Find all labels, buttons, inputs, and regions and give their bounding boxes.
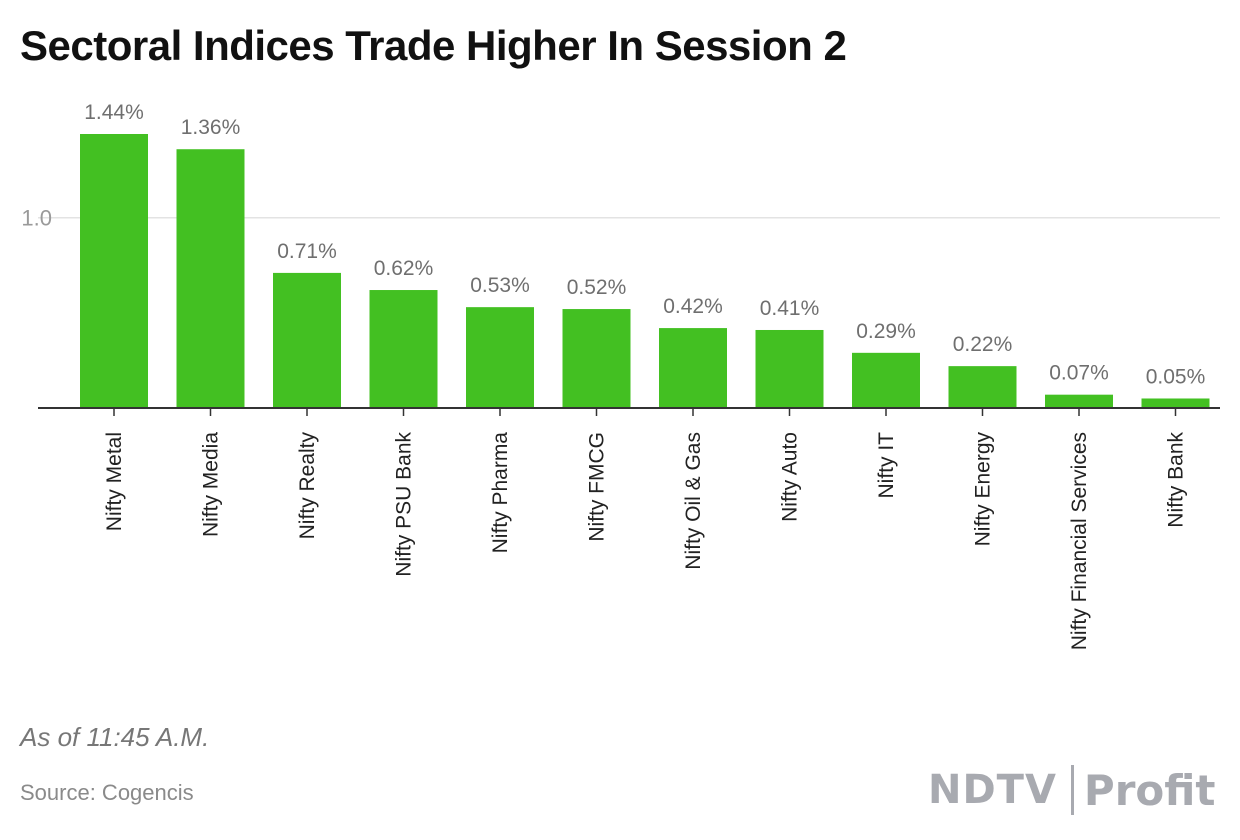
category-label: Nifty Bank <box>1165 432 1188 528</box>
category-label: Nifty Oil & Gas <box>682 432 705 570</box>
bar <box>1141 398 1210 408</box>
bar-value-label: 0.05% <box>1146 365 1206 388</box>
bar-value-label: 0.53% <box>470 274 530 297</box>
bar <box>852 352 920 408</box>
ndtv-profit-logo: NDTV Profit <box>928 762 1215 818</box>
bar-value-label: 1.36% <box>181 116 241 139</box>
bar <box>562 309 631 408</box>
bar-value-label: 0.22% <box>953 333 1013 356</box>
logo-profit-text: Profit <box>1083 765 1216 815</box>
chart-title: Sectoral Indices Trade Higher In Session… <box>20 22 847 69</box>
bar <box>176 149 245 408</box>
category-label: Nifty Energy <box>972 432 995 547</box>
category-label: Nifty Pharma <box>489 432 512 554</box>
bar <box>659 328 727 408</box>
category-label: Nifty Realty <box>296 432 319 540</box>
category-label: Nifty PSU Bank <box>393 432 416 577</box>
logo-ndtv-text: NDTV <box>928 767 1057 813</box>
category-label: Nifty Metal <box>103 432 126 531</box>
category-label: Nifty Financial Services <box>1068 432 1091 650</box>
category-label: Nifty Auto <box>779 432 802 522</box>
bar <box>755 329 824 408</box>
bar-value-label: 1.44% <box>84 101 144 124</box>
source-credit: Source: Cogencis <box>20 780 194 805</box>
bar <box>273 272 341 408</box>
bar-value-label: 0.71% <box>277 240 337 263</box>
bar <box>466 307 534 408</box>
bar-value-label: 0.52% <box>567 276 627 299</box>
category-label: Nifty FMCG <box>586 432 609 542</box>
bar-value-label: 0.07% <box>1049 362 1109 385</box>
y-tick-label: 1.0 <box>21 206 52 231</box>
bar <box>1045 394 1113 408</box>
bar-value-label: 0.41% <box>760 297 820 320</box>
bar-value-label: 0.62% <box>374 257 434 280</box>
bar <box>369 290 438 408</box>
logo-divider <box>1070 765 1074 815</box>
bar-value-label: 0.29% <box>856 320 916 343</box>
bar-chart: 1.0 1.44% Nifty Metal 1.36% Nifty Media 0.71%… <box>21 101 1220 650</box>
category-label: Nifty IT <box>875 432 898 499</box>
bar-value-label: 0.42% <box>663 295 723 318</box>
bar <box>948 366 1017 408</box>
bar <box>80 134 148 408</box>
timestamp-note: As of 11:45 A.M. <box>20 722 210 752</box>
category-label: Nifty Media <box>200 432 223 537</box>
